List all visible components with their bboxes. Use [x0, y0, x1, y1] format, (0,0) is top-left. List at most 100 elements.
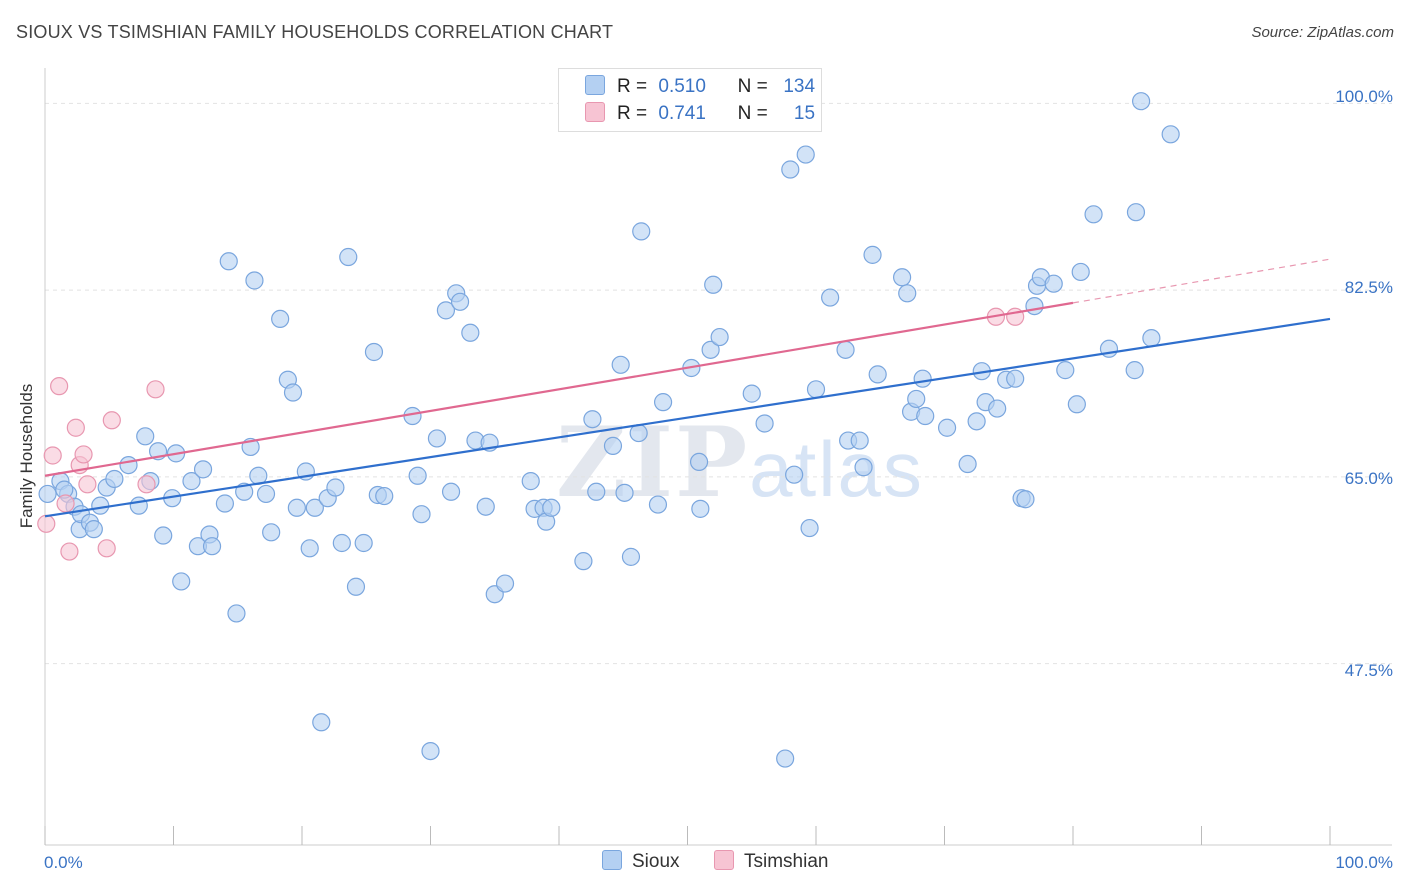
- sioux-point: [84, 520, 103, 539]
- sioux-point: [863, 245, 882, 264]
- sioux-point: [119, 456, 138, 475]
- tsimshian-point: [102, 411, 121, 430]
- sioux-point: [364, 342, 384, 362]
- watermark-atlas: atlas: [749, 425, 924, 513]
- sioux-point: [1006, 369, 1025, 388]
- tsimshian-point: [43, 446, 62, 465]
- sioux-point: [916, 406, 935, 426]
- tsimshian-point: [50, 377, 69, 396]
- sioux-point: [821, 288, 840, 307]
- sioux-trend-line: [44, 317, 1331, 518]
- sioux-point: [256, 484, 276, 504]
- axes: [44, 68, 1392, 846]
- sioux-point: [193, 460, 213, 479]
- sioux-point: [346, 577, 366, 596]
- sioux-point: [332, 533, 351, 553]
- tsimshian-point: [74, 445, 93, 464]
- tsimshian-trend-line: [44, 301, 1074, 477]
- r-label: R =: [617, 103, 648, 124]
- sioux-point: [219, 252, 238, 271]
- sioux-point: [611, 355, 630, 374]
- sioux-point: [461, 323, 480, 342]
- sioux-point: [412, 505, 431, 524]
- sioux-point: [796, 145, 815, 164]
- sioux-point: [1142, 329, 1161, 348]
- sioux-point: [648, 495, 668, 514]
- sioux-point: [339, 247, 358, 267]
- legend-row-tsimshian: R = 0.741 N = 15: [585, 101, 816, 125]
- grid-lines: [45, 102, 1392, 665]
- y-tick-label: 100.0%: [1335, 87, 1393, 106]
- sioux-point: [91, 496, 110, 515]
- sioux-point: [202, 537, 222, 556]
- sioux-point: [850, 431, 869, 450]
- sioux-point: [235, 482, 254, 501]
- chart-title: SIOUX VS TSIMSHIAN FAMILY HOUSEHOLDS COR…: [16, 22, 614, 42]
- r-label: R =: [617, 76, 648, 97]
- sioux-point: [1084, 205, 1103, 224]
- sioux-point: [689, 452, 709, 471]
- sioux-point: [215, 494, 234, 513]
- sioux-point: [691, 499, 710, 518]
- sioux-point: [283, 383, 303, 402]
- sioux-point: [898, 284, 917, 303]
- sioux-legend-swatch: [602, 849, 622, 870]
- sioux-point: [1132, 92, 1151, 111]
- sioux-point: [408, 466, 427, 485]
- sioux-point: [305, 498, 324, 517]
- tsimshian-swatch: [585, 101, 605, 122]
- sioux-point: [988, 399, 1007, 418]
- y-axis-label: Family Households: [17, 383, 36, 529]
- sioux-point: [136, 427, 155, 446]
- sioux-point: [1161, 125, 1180, 144]
- sioux-point: [354, 533, 373, 553]
- sioux-point: [892, 268, 912, 287]
- sioux-point: [300, 539, 319, 558]
- sioux-point: [704, 275, 723, 294]
- sioux-point: [154, 526, 173, 545]
- sioux-point: [800, 518, 819, 538]
- tsimshian-point: [60, 542, 79, 561]
- sioux-point: [583, 410, 602, 429]
- sioux-point: [868, 365, 887, 384]
- sioux-point: [574, 552, 593, 571]
- sioux-point: [271, 309, 290, 329]
- sioux-point: [967, 412, 986, 431]
- sioux-point: [427, 429, 447, 448]
- sioux-point: [1067, 395, 1086, 414]
- tsimshian-legend-label: Tsimshian: [744, 851, 829, 872]
- sioux-point: [450, 292, 470, 311]
- sioux-point: [785, 465, 804, 484]
- sioux-points: [38, 92, 1180, 768]
- sioux-point: [913, 369, 932, 388]
- tsimshian-trend-extension: [1072, 258, 1331, 304]
- sioux-point: [701, 340, 720, 359]
- tsimshian-point: [56, 494, 75, 513]
- sioux-point: [587, 482, 606, 501]
- stats-legend: R = 0.510 N = 134 R = 0.741 N = 15: [558, 68, 822, 132]
- n-label: N =: [737, 76, 768, 97]
- sioux-point: [1126, 203, 1146, 222]
- tsimshian-point: [78, 475, 97, 494]
- sioux-point: [1056, 361, 1075, 380]
- sioux-point: [806, 380, 826, 399]
- sioux-point: [521, 472, 540, 491]
- tsimshian-n-value: 15: [793, 103, 816, 124]
- sioux-point: [1125, 361, 1144, 380]
- sioux-point: [542, 498, 561, 517]
- sioux-point: [958, 454, 977, 474]
- sioux-point: [436, 301, 456, 320]
- n-label: N =: [737, 103, 768, 124]
- sioux-point: [1071, 262, 1090, 282]
- trend-lines: [44, 258, 1331, 518]
- sioux-point: [495, 574, 515, 593]
- source-label: Source: ZipAtlas.com: [1251, 24, 1394, 41]
- tsimshian-points: [37, 307, 1025, 561]
- sioux-point: [603, 436, 623, 455]
- sioux-point: [172, 572, 191, 591]
- y-tick-label: 47.5%: [1344, 661, 1393, 680]
- tsimshian-point: [137, 475, 156, 494]
- legend-item-tsimshian: Tsimshian: [714, 849, 829, 873]
- sioux-point: [1025, 296, 1044, 316]
